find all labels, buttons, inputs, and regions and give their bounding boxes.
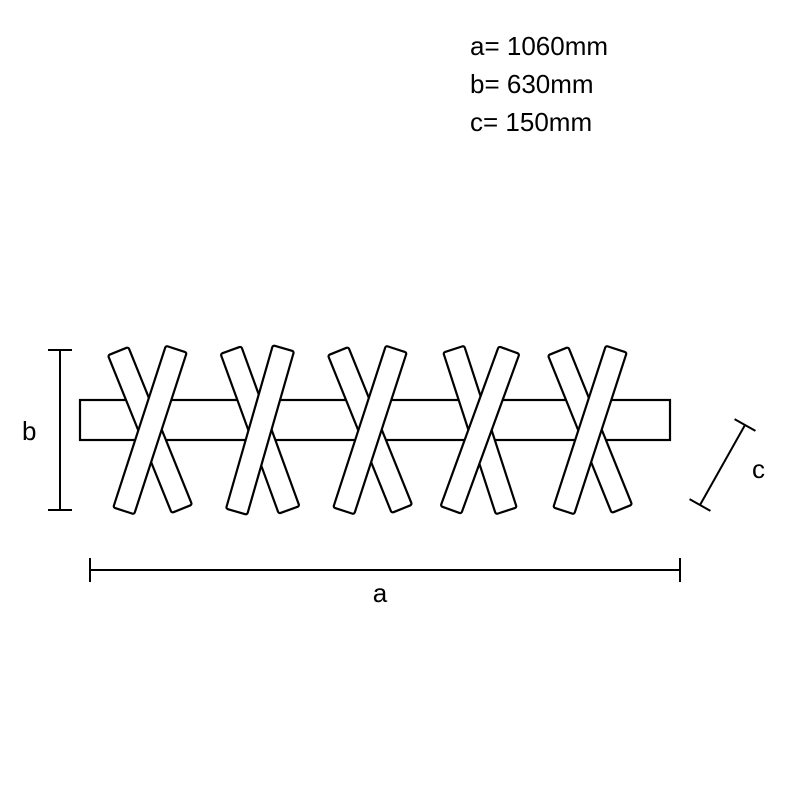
technical-drawing: a= 1060mm b= 630mm c= 150mm a b c bbox=[0, 0, 800, 800]
legend-item-b: b= 630mm bbox=[470, 69, 594, 99]
dim-a-label: a bbox=[373, 578, 388, 608]
dim-c-label: c bbox=[752, 454, 765, 484]
dim-c-tick-2 bbox=[735, 419, 756, 431]
dim-b-label: b bbox=[22, 416, 36, 446]
product-diagram bbox=[80, 345, 670, 514]
legend: a= 1060mm b= 630mm c= 150mm bbox=[470, 31, 608, 137]
legend-item-a: a= 1060mm bbox=[470, 31, 608, 61]
legend-item-c: c= 150mm bbox=[470, 107, 592, 137]
dim-c-tick-1 bbox=[690, 499, 711, 511]
dim-c-line bbox=[700, 425, 745, 505]
